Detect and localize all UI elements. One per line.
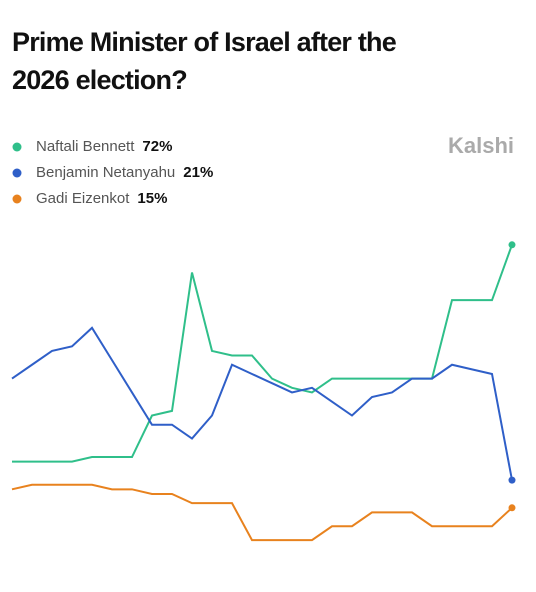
legend-label: Gadi Eizenkot [36,190,130,207]
end-dot [508,476,516,484]
chart-title: Prime Minister of Israel after the [12,27,397,57]
legend-value: 21% [183,164,213,181]
end-dot [508,241,516,249]
end-dot [508,504,516,512]
brand: Kalshi [448,133,514,158]
legend-dot [12,194,22,204]
series-line [12,244,513,463]
legend-label: Naftali Bennett [36,138,135,155]
chart-title: 2026 election? [12,65,187,95]
series-line [11,483,513,542]
legend-dot [12,142,22,152]
legend-dot [12,168,22,178]
legend-value: 15% [137,190,167,207]
legend-label: Benjamin Netanyahu [36,164,175,181]
legend-value: 72% [142,138,172,155]
series-line [11,326,513,481]
